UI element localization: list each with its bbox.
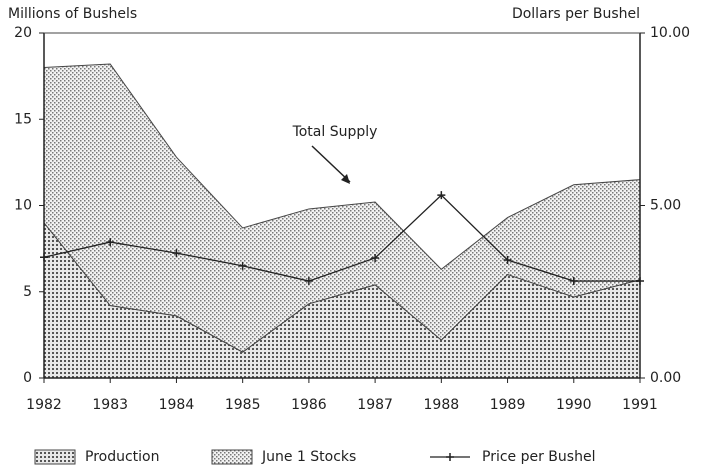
legend: Production June 1 Stocks Price per Bushel: [34, 449, 595, 465]
y2-tick-label: 0.00: [650, 370, 681, 386]
annotation-arrowhead: [341, 174, 350, 184]
x-tick-label: 1991: [622, 397, 658, 413]
x-tick-label: 1982: [26, 397, 62, 413]
y2-tick-label: 10.00: [650, 25, 690, 41]
price-marker: [172, 249, 181, 258]
x-tick-label: 1984: [159, 397, 195, 413]
y-tick-label: 15: [14, 111, 32, 127]
price-marker: [106, 238, 115, 247]
x-tick-label: 1985: [225, 397, 261, 413]
legend-marker: [446, 453, 454, 461]
y2-tick-label: 5.00: [650, 198, 681, 214]
x-tick-label: 1987: [357, 397, 393, 413]
x-tick-label: 1986: [291, 397, 327, 413]
price-marker: [371, 253, 380, 262]
y-tick-label: 0: [23, 370, 32, 386]
annotation: Total Supply: [292, 124, 378, 140]
legend-label: June 1 Stocks: [261, 449, 356, 465]
x-tick-label: 1983: [92, 397, 128, 413]
y-tick-label: 10: [14, 198, 32, 214]
price-marker: [569, 277, 578, 286]
legend-swatch: [34, 449, 76, 465]
price-line: [43, 194, 640, 282]
price-marker: [238, 261, 247, 270]
y-axis-label: Millions of Bushels: [8, 6, 137, 22]
price-marker: [503, 256, 512, 265]
x-tick-label: 1989: [490, 397, 526, 413]
price-marker: [437, 191, 446, 200]
y-tick-label: 20: [14, 25, 32, 41]
legend-swatch: [211, 449, 253, 465]
y2-axis-label: Dollars per Bushel: [512, 6, 640, 22]
annotation-arrow: [311, 145, 351, 183]
plot: [40, 63, 644, 379]
legend-label: Price per Bushel: [482, 449, 595, 465]
price-marker: [304, 277, 313, 286]
y-tick-label: 5: [23, 284, 32, 300]
legend-label: Production: [85, 449, 159, 465]
x-tick-label: 1988: [424, 397, 460, 413]
x-tick-label: 1990: [556, 397, 592, 413]
